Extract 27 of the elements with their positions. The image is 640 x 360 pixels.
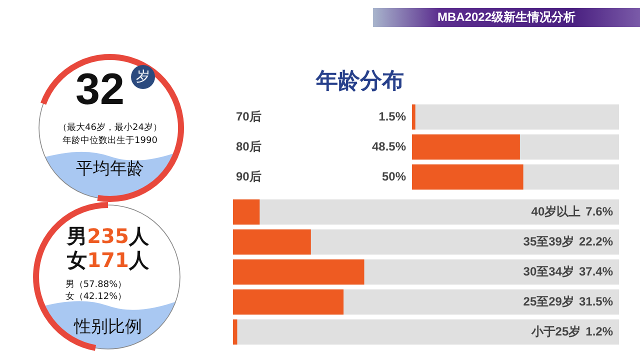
text: 男（57.88%） [64,278,128,291]
y-tick-label: 80后 [236,139,262,154]
text: MBA2022级新生情况分析 [373,8,640,27]
text: 女171人 [67,248,149,272]
y-tick-label: 25至29岁 [523,294,574,308]
y-tick-label: 90后 [236,169,262,184]
text: 性别比例 [72,316,143,338]
y-tick-label: 70后 [236,109,262,124]
text: 女（42.12%） [64,290,128,303]
y-tick-label: 35至39岁 [523,234,574,248]
data-label: 1.5% [378,109,406,124]
data-label: 37.4% [578,264,614,278]
data-label: 22.2% [578,234,614,248]
chart-title: 年龄分布 [314,68,405,96]
bar [233,199,260,225]
bar [233,319,238,345]
data-label: 50% [382,169,406,184]
data-label: 1.2% [586,324,614,338]
y-tick-label: 小于25岁 [530,324,581,338]
data-label: 7.6% [586,204,614,218]
data-label: 31.5% [578,294,614,308]
y-tick-label: 40岁以上 [531,204,581,218]
bar [233,229,311,255]
data-label: 48.5% [372,139,406,154]
y-tick-label: 30至34岁 [523,264,574,278]
bar [233,289,344,315]
text: 男235人 [67,224,149,248]
